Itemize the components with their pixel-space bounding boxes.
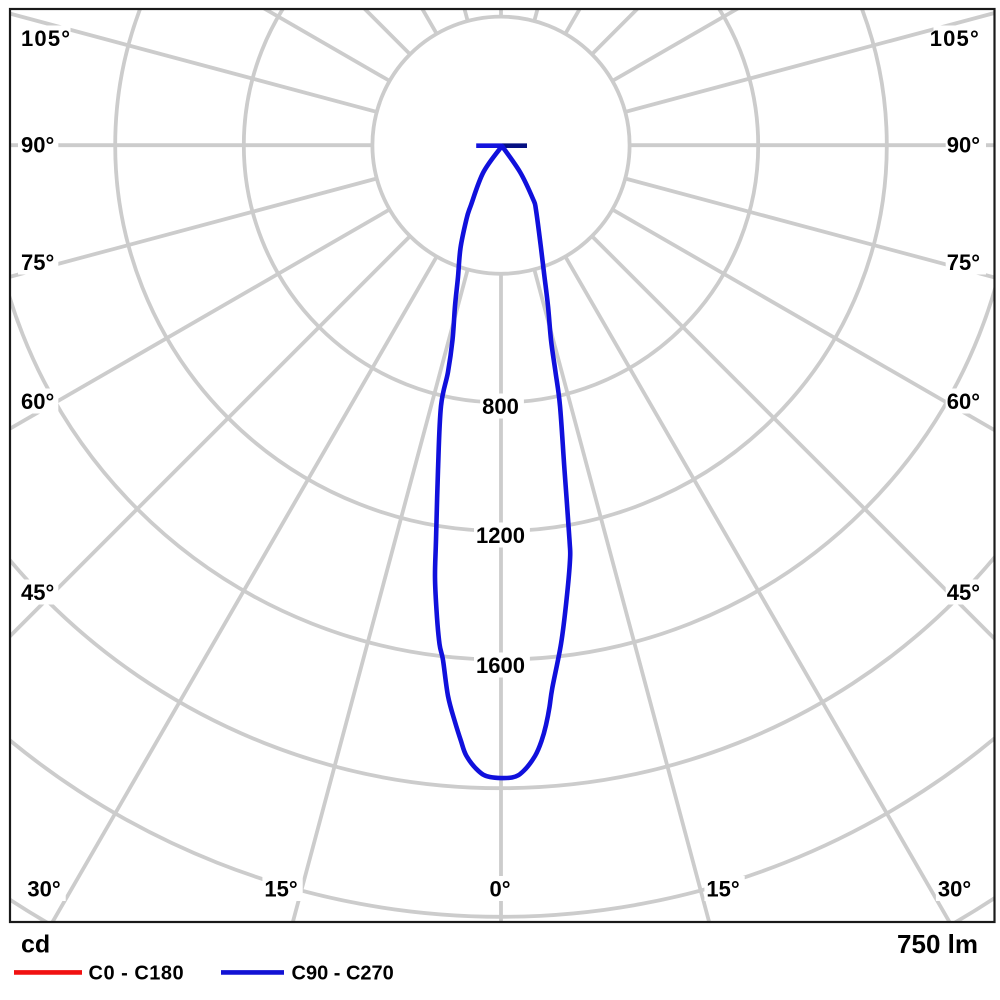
svg-text:45°: 45° bbox=[947, 580, 980, 605]
svg-text:60°: 60° bbox=[947, 389, 980, 414]
svg-text:30°: 30° bbox=[938, 876, 971, 901]
svg-text:15°: 15° bbox=[264, 876, 297, 901]
svg-text:0°: 0° bbox=[489, 876, 510, 901]
svg-text:105°: 105° bbox=[21, 26, 71, 51]
svg-text:800: 800 bbox=[482, 394, 519, 419]
svg-text:90°: 90° bbox=[947, 132, 980, 157]
svg-text:90°: 90° bbox=[21, 132, 54, 157]
svg-text:C0 - C180: C0 - C180 bbox=[89, 963, 185, 985]
svg-text:75°: 75° bbox=[947, 250, 980, 275]
svg-text:1600: 1600 bbox=[476, 653, 525, 678]
svg-text:C90 - C270: C90 - C270 bbox=[292, 963, 394, 985]
svg-text:45°: 45° bbox=[21, 580, 54, 605]
svg-text:60°: 60° bbox=[21, 389, 54, 414]
svg-text:cd: cd bbox=[21, 931, 50, 959]
svg-text:30°: 30° bbox=[27, 876, 60, 901]
svg-text:75°: 75° bbox=[21, 250, 54, 275]
svg-text:750 lm: 750 lm bbox=[897, 929, 978, 959]
svg-text:1200: 1200 bbox=[476, 523, 525, 548]
svg-text:105°: 105° bbox=[930, 26, 980, 51]
svg-text:15°: 15° bbox=[706, 876, 739, 901]
